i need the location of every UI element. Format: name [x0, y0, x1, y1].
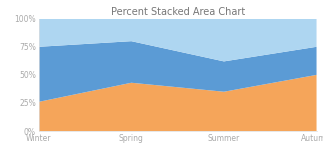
Title: Percent Stacked Area Chart: Percent Stacked Area Chart: [110, 7, 245, 17]
